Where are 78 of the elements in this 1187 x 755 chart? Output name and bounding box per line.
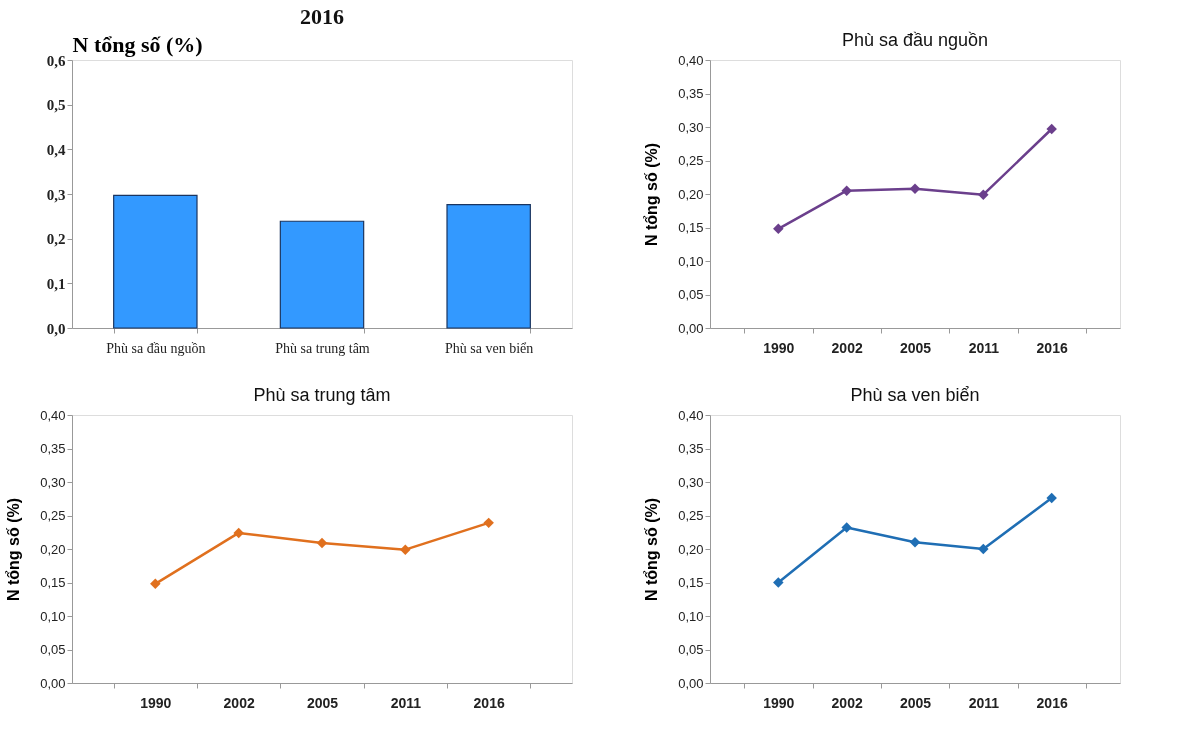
point: [773, 577, 784, 588]
y-tick-label: 0,25: [40, 508, 66, 523]
x-tick-label: Phù sa trung tâm: [275, 340, 370, 356]
y-tick-label: 0,00: [678, 675, 704, 691]
y-axis-title: N tổng số (%): [5, 497, 23, 602]
x-tick-label: 2005: [899, 339, 932, 356]
point: [909, 183, 921, 194]
y-tick-label: 0,6: [46, 52, 66, 69]
y-tick-label: 0,25: [678, 153, 704, 168]
y-tick-label: 0,30: [678, 119, 704, 135]
y-tick-label: 0,10: [678, 608, 704, 624]
x-tick-label: 2002: [831, 694, 863, 711]
y-tick-label: 0,05: [678, 287, 704, 302]
x-tick-label: 2002: [223, 694, 255, 711]
chart-title: Phù sa đầu nguồn: [841, 30, 989, 50]
y-tick-label: 0,15: [678, 220, 704, 235]
point: [1046, 123, 1057, 135]
y-tick-label: 0,10: [678, 253, 704, 269]
y-tick-label: 0,30: [678, 474, 704, 490]
chart-title: 2016: [300, 4, 344, 29]
point: [841, 522, 852, 533]
y-axis-title: N tổng số (%): [643, 497, 661, 602]
y-tick-label: 0,40: [40, 407, 66, 423]
y-tick-label: 0,40: [678, 52, 704, 68]
y-tick-label: 0,25: [678, 508, 704, 523]
x-tick-label: 2011: [390, 694, 422, 711]
point: [773, 223, 784, 235]
y-tick-label: 0,0: [46, 320, 66, 337]
x-tick-label: 2005: [306, 694, 339, 711]
x-tick-label: 2002: [831, 339, 863, 356]
y-tick-label: 0,3: [46, 186, 66, 203]
y-tick-label: 0,00: [678, 320, 704, 336]
y-tick-label: 0,35: [40, 441, 66, 456]
point: [978, 543, 989, 555]
y-tick-label: 0,2: [46, 231, 66, 248]
x-tick-label: 2016: [1036, 694, 1068, 711]
y-tick-label: 0,20: [678, 186, 704, 202]
point: [316, 537, 328, 549]
point: [150, 578, 161, 590]
y-tick-label: 0,5: [46, 97, 66, 114]
point: [233, 527, 244, 539]
chart-title: Phù sa trung tâm: [253, 385, 391, 405]
y-tick-label: 0,15: [40, 575, 66, 590]
bar: [279, 220, 365, 329]
x-tick-label: Phù sa ven biển: [445, 340, 534, 356]
x-tick-label: 2011: [968, 339, 1000, 356]
y-tick-label: 0,00: [40, 675, 66, 691]
y-tick-label: 0,05: [40, 642, 66, 657]
x-tick-label: 2016: [473, 694, 505, 711]
chart-title: Phù sa ven biển: [850, 385, 980, 405]
point: [483, 517, 494, 529]
point: [909, 537, 921, 548]
y-axis-title: N tổng số (%): [643, 142, 661, 247]
x-tick-label: 1990: [763, 694, 795, 711]
x-tick-label: 1990: [763, 339, 795, 356]
point: [1046, 492, 1057, 504]
y-tick-label: 0,10: [40, 608, 66, 624]
y-tick-label: 0,1: [46, 275, 66, 292]
y-axis-title: N tổng số (%): [72, 31, 203, 57]
y-tick-label: 0,20: [40, 541, 66, 557]
y-tick-label: 0,35: [678, 441, 704, 456]
y-tick-label: 0,15: [678, 575, 704, 590]
y-tick-label: 0,40: [678, 407, 704, 423]
bar: [113, 194, 198, 329]
point: [400, 544, 411, 555]
y-tick-label: 0,30: [40, 474, 66, 490]
y-tick-label: 0,35: [678, 86, 704, 101]
x-tick-label: 2011: [968, 694, 1000, 711]
x-tick-label: 2005: [899, 694, 932, 711]
point: [978, 189, 989, 200]
y-tick-label: 0,05: [678, 642, 704, 657]
x-tick-label: 2016: [1036, 339, 1068, 356]
x-tick-label: 1990: [140, 694, 172, 711]
y-tick-label: 0,20: [678, 541, 704, 557]
y-tick-label: 0,4: [46, 141, 66, 158]
bar: [446, 204, 531, 329]
point: [841, 185, 852, 196]
x-tick-label: Phù sa đầu nguồn: [106, 340, 206, 356]
